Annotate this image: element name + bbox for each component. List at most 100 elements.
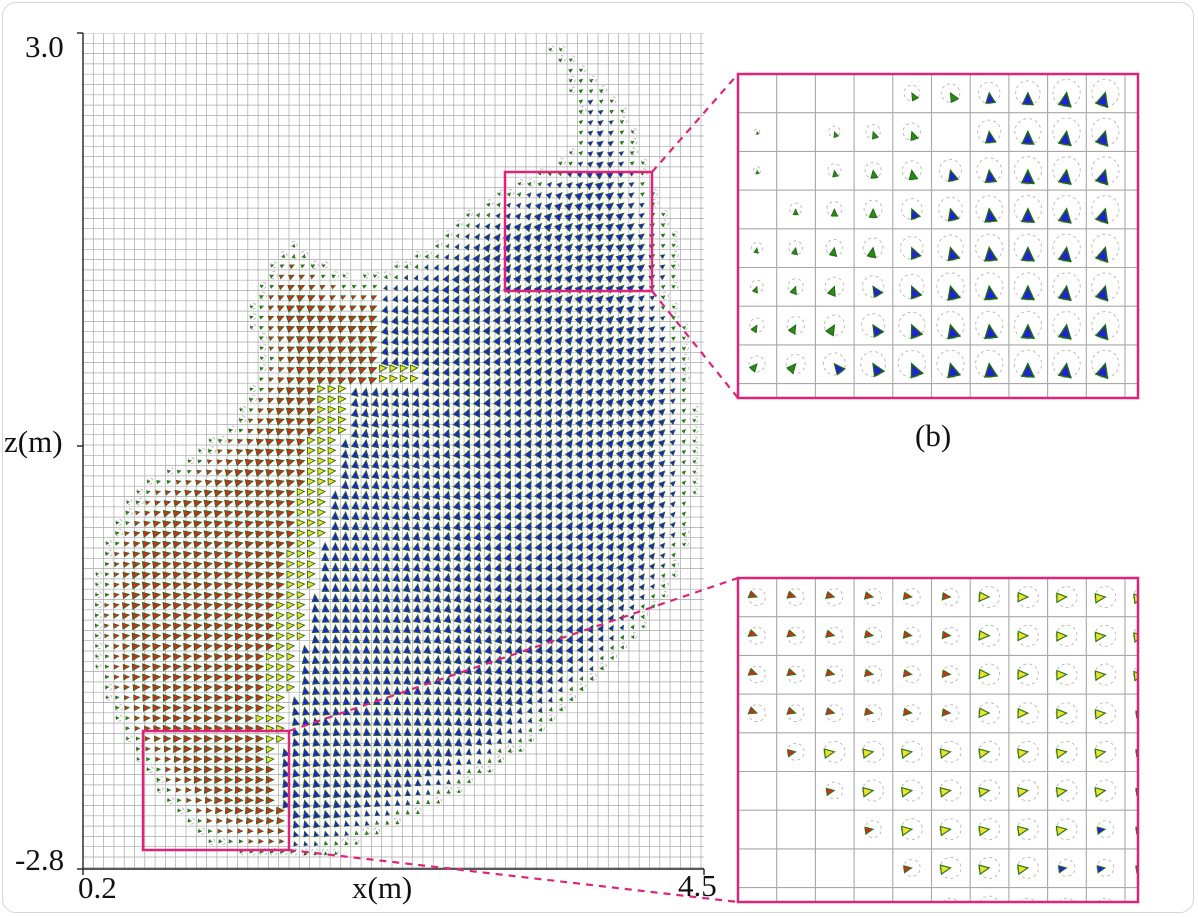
- glyph-wedge: [340, 438, 349, 449]
- glyph: [352, 706, 361, 716]
- glyph: [646, 418, 656, 428]
- glyph-wedge: [361, 583, 371, 593]
- glyph: [234, 591, 244, 600]
- glyph: [512, 243, 522, 254]
- glyph-wedge: [595, 336, 604, 346]
- glyph-wedge: [296, 498, 306, 507]
- glyph: [379, 374, 388, 383]
- glyph: [671, 542, 676, 548]
- glyph-wedge: [544, 541, 553, 552]
- glyph-wedge: [587, 99, 594, 106]
- glyph: [285, 469, 296, 478]
- glyph: [291, 716, 301, 727]
- glyph: [533, 294, 543, 305]
- glyph: [280, 250, 288, 259]
- glyph: [463, 510, 471, 521]
- glyph: [249, 302, 257, 310]
- glyph-wedge: [452, 449, 461, 460]
- glyph-wedge: [453, 685, 463, 696]
- glyph: [575, 459, 584, 470]
- glyph: [193, 612, 203, 621]
- glyph-wedge: [360, 295, 367, 301]
- glyph: [351, 531, 360, 541]
- glyph-wedge: [402, 603, 411, 613]
- glyph-wedge: [443, 603, 452, 614]
- glyph-wedge: [234, 704, 244, 713]
- glyph-wedge: [234, 479, 244, 488]
- glyph-wedge: [443, 665, 452, 675]
- glyph: [234, 520, 244, 529]
- glyph-wedge: [351, 490, 360, 500]
- glyph: [142, 642, 152, 651]
- glyph-wedge: [536, 686, 543, 695]
- glyph: [555, 624, 563, 635]
- glyph-wedge: [483, 511, 492, 521]
- glyph-wedge: [265, 428, 275, 436]
- glyph-wedge: [383, 284, 388, 291]
- glyph-wedge: [317, 477, 327, 486]
- glyph: [692, 457, 700, 464]
- glyph-wedge: [193, 591, 203, 600]
- glyph-wedge: [513, 274, 522, 284]
- glyph: [629, 161, 635, 166]
- glyph: [659, 254, 666, 260]
- glyph-wedge: [224, 479, 234, 488]
- glyph: [568, 86, 576, 93]
- glyph: [412, 521, 421, 531]
- glyph: [244, 622, 255, 631]
- glyph: [306, 560, 316, 569]
- glyph-wedge: [474, 706, 483, 717]
- glyph-wedge: [554, 397, 563, 408]
- glyph-wedge: [402, 613, 411, 624]
- glyph: [213, 530, 224, 539]
- glyph: [671, 230, 679, 238]
- glyph: [371, 531, 380, 541]
- glyph: [625, 397, 635, 408]
- glyph-wedge: [234, 622, 244, 631]
- glyph-wedge: [431, 325, 440, 336]
- glyph-wedge: [422, 583, 431, 593]
- glyph: [617, 603, 625, 612]
- glyph-wedge: [554, 346, 563, 357]
- glyph: [523, 459, 532, 470]
- glyph-wedge: [234, 571, 244, 580]
- glyph-wedge: [605, 346, 615, 356]
- glyph: [337, 336, 347, 344]
- glyph: [474, 696, 483, 706]
- glyph: [265, 704, 275, 713]
- glyph: [564, 459, 573, 470]
- glyph: [503, 356, 512, 367]
- glyph-wedge: [594, 325, 604, 336]
- glyph-wedge: [574, 233, 584, 243]
- glyph-wedge: [322, 716, 331, 727]
- glyph-wedge: [515, 202, 522, 209]
- glyph-wedge: [526, 192, 532, 198]
- glyph-wedge: [244, 581, 255, 590]
- glyph-wedge: [605, 542, 614, 552]
- glyph-wedge: [296, 621, 306, 630]
- glyph-wedge: [332, 655, 341, 664]
- glyph: [193, 663, 203, 672]
- glyph-wedge: [214, 622, 224, 631]
- glyph: [441, 335, 450, 346]
- glyph-wedge: [637, 295, 645, 303]
- glyph: [474, 716, 483, 727]
- glyph: [575, 552, 584, 563]
- glyph: [625, 377, 635, 387]
- glyph: [649, 583, 656, 590]
- glyph-wedge: [402, 531, 411, 542]
- glyph: [504, 655, 513, 665]
- glyph: [544, 387, 553, 398]
- glyph-wedge: [555, 192, 563, 200]
- glyph: [578, 130, 584, 135]
- glyph: [588, 665, 594, 672]
- glyph-wedge: [544, 397, 553, 408]
- glyph-wedge: [296, 611, 306, 620]
- glyph-wedge: [625, 336, 635, 346]
- glyph-wedge: [442, 459, 451, 470]
- glyph-wedge: [152, 632, 162, 641]
- glyph-wedge: [620, 109, 625, 114]
- glyph: [265, 479, 275, 488]
- glyph-wedge: [322, 675, 331, 685]
- glyph-wedge: [482, 387, 491, 398]
